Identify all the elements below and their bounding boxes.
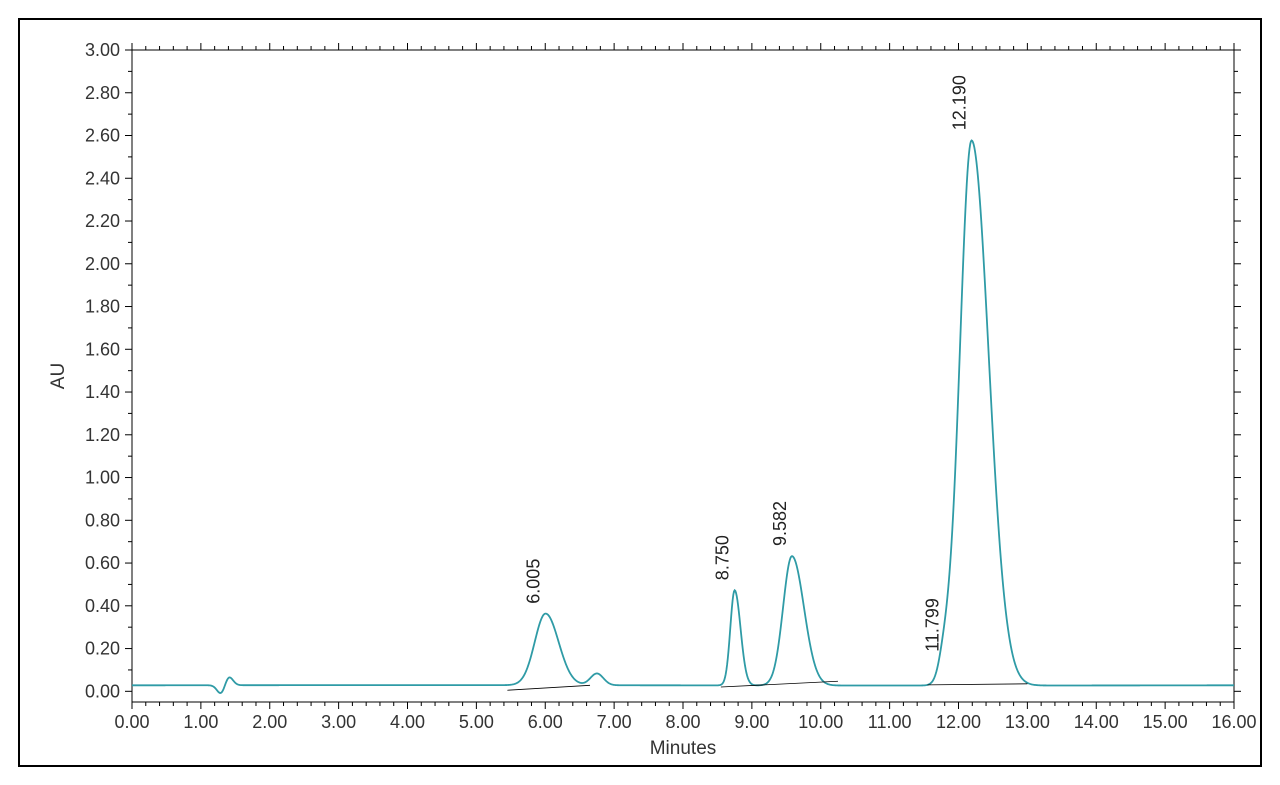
y-tick-label: 0.00 [85, 681, 120, 701]
chromatogram-chart: 0.00 0.20 0.40 0.60 0.80 1.00 1.20 1.40 1.60 1.80… [20, 20, 1264, 769]
y-tick-label: 0.80 [85, 510, 120, 530]
trace-group [132, 140, 1234, 693]
y-tick-label: 2.20 [85, 211, 120, 231]
y-tick-label: 1.20 [85, 425, 120, 445]
x-tick-label: 9.00 [734, 712, 769, 732]
x-tick-label: 5.00 [459, 712, 494, 732]
y-tick-label: 0.40 [85, 596, 120, 616]
x-tick-label: 2.00 [252, 712, 287, 732]
x-tick-label: 12.00 [936, 712, 981, 732]
y-tick-label: 1.60 [85, 339, 120, 359]
y-tick-label: 2.80 [85, 83, 120, 103]
plot-border [132, 50, 1234, 702]
y-tick-label: 2.60 [85, 126, 120, 146]
x-tick-label: 16.00 [1211, 712, 1256, 732]
x-tick-label: 7.00 [597, 712, 632, 732]
y-axis: 0.00 0.20 0.40 0.60 0.80 1.00 1.20 1.40 1.60 1.80… [85, 40, 1241, 701]
x-tick-label: 10.00 [798, 712, 843, 732]
x-tick-label: 8.00 [665, 712, 700, 732]
y-tick-label: 3.00 [85, 40, 120, 60]
figure-outer-frame: 0.00 0.20 0.40 0.60 0.80 1.00 1.20 1.40 1.60 1.80… [0, 0, 1280, 785]
x-tick-label: 14.00 [1074, 712, 1119, 732]
x-tick-label: 4.00 [390, 712, 425, 732]
y-tick-label: 1.40 [85, 382, 120, 402]
x-tick-label: 15.00 [1143, 712, 1188, 732]
x-axis-label: Minutes [650, 738, 717, 759]
chromatogram-trace [132, 140, 1234, 693]
x-tick-label: 13.00 [1005, 712, 1050, 732]
peak-label: 12.190 [950, 75, 970, 130]
peak-label: 8.750 [713, 535, 733, 580]
y-axis-label: AU [48, 363, 69, 389]
x-tick-label: 1.00 [183, 712, 218, 732]
x-tick-label: 3.00 [321, 712, 356, 732]
figure-inner-frame: 0.00 0.20 0.40 0.60 0.80 1.00 1.20 1.40 1.60 1.80… [18, 18, 1262, 767]
x-tick-label: 11.00 [868, 712, 912, 732]
peak-label: 9.582 [770, 501, 790, 546]
y-tick-label: 0.60 [85, 553, 120, 573]
x-tick-label: 6.00 [528, 712, 563, 732]
peak-label: 11.799 [923, 598, 943, 652]
y-tick-label: 2.00 [85, 254, 120, 274]
integration-baseline [928, 684, 1028, 685]
y-tick-label: 1.00 [85, 468, 120, 488]
x-axis: 0.00 1.00 2.00 3.00 4.00 5.00 6.00 7.00 8.00 9.00… [114, 43, 1256, 732]
y-tick-label: 1.80 [85, 297, 120, 317]
integration-baseline [721, 681, 838, 687]
x-tick-label: 0.00 [114, 712, 149, 732]
integration-baseline [507, 685, 590, 690]
y-tick-label: 0.20 [85, 639, 120, 659]
y-tick-label: 2.40 [85, 168, 120, 188]
peak-label: 6.005 [524, 559, 544, 604]
